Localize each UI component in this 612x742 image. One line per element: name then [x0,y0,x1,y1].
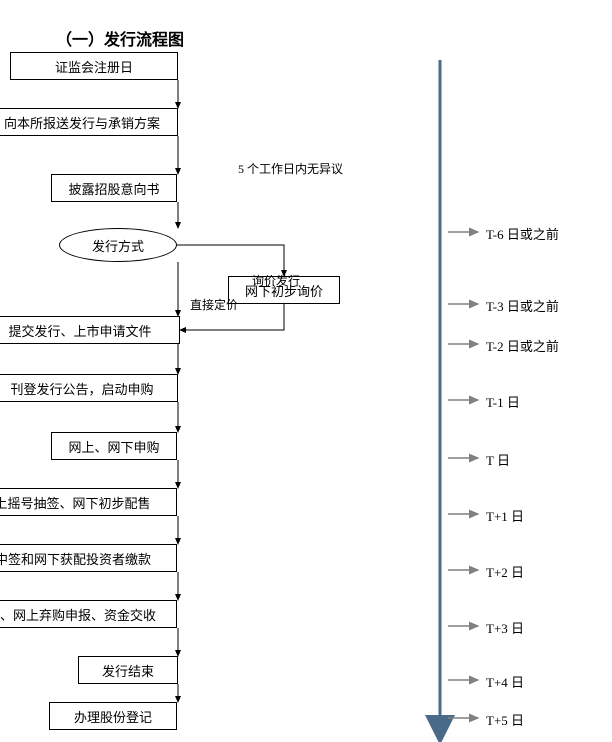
timeline-5: T+1 日 [486,506,524,525]
node-n4-label: 发行方式 [92,236,144,255]
edge-label-e45a: 询价发行 [252,272,300,289]
node-n11: 网下限售、网上弃购申报、资金交收 [0,600,177,628]
node-n8: 网上、网下申购 [51,432,177,460]
node-n13: 办理股份登记 [49,702,177,730]
edge-label-e46: 直接定价 [190,296,238,313]
node-n9: 网上摇号抽签、网下初步配售 [0,488,177,516]
timeline-2: T-2 日或之前 [486,336,559,355]
timeline-6: T+2 日 [486,562,524,581]
node-n7: 刊登发行公告，启动申购 [0,374,178,402]
timeline-3: T-1 日 [486,392,520,411]
node-n1: 证监会注册日 [10,52,178,80]
timeline-9: T+5 日 [486,710,524,729]
page-title: （一）发行流程图 [56,26,184,50]
node-n3: 披露招股意向书 [51,174,177,202]
node-n4: 发行方式 [59,228,177,262]
timeline-4: T 日 [486,450,510,469]
timeline-8: T+4 日 [486,672,524,691]
timeline-0: T-6 日或之前 [486,224,559,243]
edge-label-e23: 5 个工作日内无异议 [238,160,343,177]
timeline-7: T+3 日 [486,618,524,637]
node-n10: 网上中签和网下获配投资者缴款 [0,544,177,572]
node-n12: 发行结束 [78,656,178,684]
node-n6: 提交发行、上市申请文件 [0,316,180,344]
node-n2: 向本所报送发行与承销方案 [0,108,178,136]
timeline-1: T-3 日或之前 [486,296,559,315]
